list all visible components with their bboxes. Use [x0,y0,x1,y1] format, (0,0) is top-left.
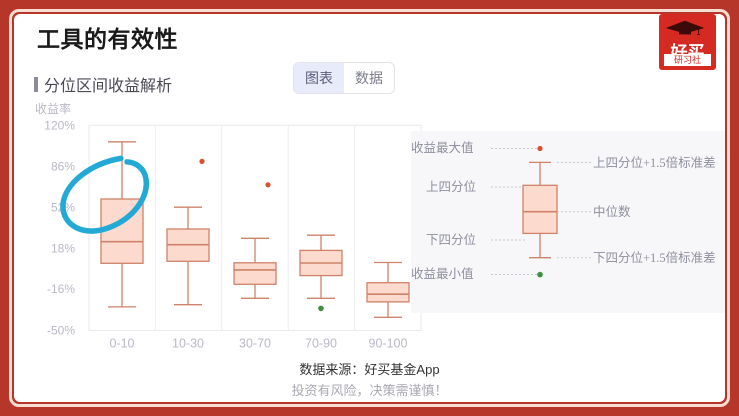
svg-text:10-30: 10-30 [172,336,204,350]
svg-text:120%: 120% [44,118,75,132]
svg-text:下四分位+1.5倍标准差: 下四分位+1.5倍标准差 [593,250,716,265]
svg-text:0-10: 0-10 [109,336,134,350]
svg-text:70-90: 70-90 [305,336,337,350]
svg-text:上四分位: 上四分位 [426,179,476,194]
svg-text:-16%: -16% [47,282,75,296]
svg-text:86%: 86% [51,160,75,174]
svg-text:90-100: 90-100 [369,336,408,350]
svg-text:52%: 52% [51,200,75,214]
svg-text:收益最大值: 收益最大值 [411,140,474,155]
svg-text:下四分位: 下四分位 [426,232,476,247]
svg-text:18%: 18% [51,242,75,256]
svg-text:-50%: -50% [47,324,75,338]
svg-text:中位数: 中位数 [593,204,631,219]
svg-text:上四分位+1.5倍标准差: 上四分位+1.5倍标准差 [593,155,716,170]
svg-text:收益最小值: 收益最小值 [411,266,474,281]
svg-text:30-70: 30-70 [239,336,271,350]
